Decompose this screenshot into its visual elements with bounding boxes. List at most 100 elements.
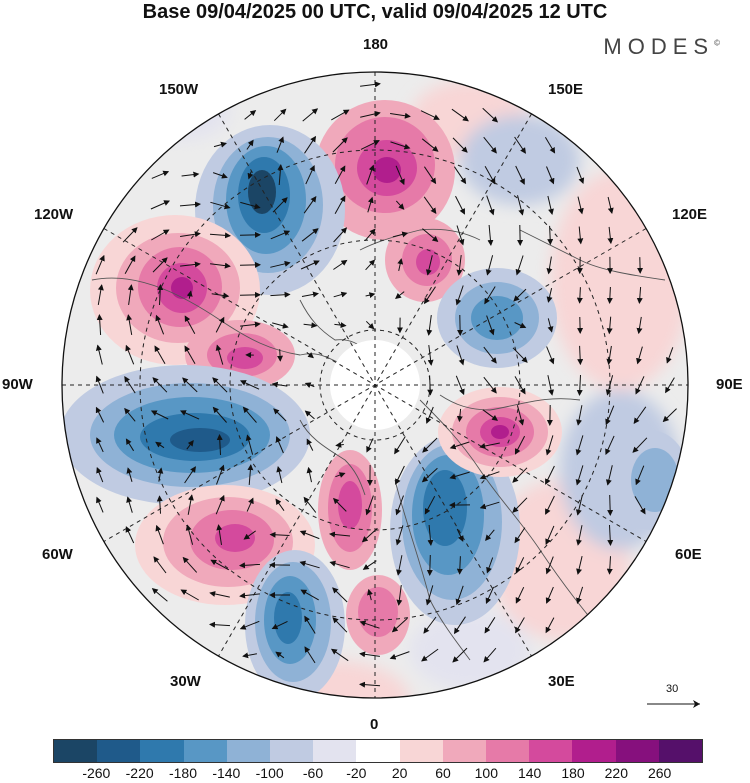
wind-vector — [95, 406, 105, 423]
wind-vector — [577, 196, 584, 215]
wind-vector — [157, 467, 164, 482]
wind-vector — [394, 436, 406, 455]
wind-vector — [425, 585, 434, 606]
wind-vector — [300, 589, 319, 601]
wind-vector — [423, 286, 436, 305]
map-disk — [62, 72, 688, 698]
wind-vector — [514, 136, 526, 154]
wind-vector — [97, 284, 104, 305]
wind-vector — [484, 166, 496, 185]
wind-vector — [547, 195, 554, 215]
wind-vector — [483, 376, 497, 394]
wind-vector — [333, 227, 348, 243]
wind-vector — [547, 318, 554, 333]
wind-vector — [126, 314, 133, 335]
wind-vector — [423, 196, 437, 215]
wind-vector — [485, 529, 495, 541]
wind-vector — [270, 230, 291, 240]
wind-vector — [362, 560, 377, 570]
wind-vector — [216, 464, 225, 485]
wind-vector — [273, 108, 287, 122]
wind-vector — [332, 497, 347, 512]
wind-vector — [515, 557, 525, 574]
wind-vector — [634, 496, 646, 515]
lon-label-30e: 30E — [548, 673, 575, 690]
colorbar-tick-label: -60 — [302, 765, 324, 781]
wind-vector — [426, 315, 433, 336]
wind-vector — [212, 377, 228, 393]
wind-vector — [365, 292, 376, 299]
colorbar-swatch — [183, 740, 227, 762]
wind-vector — [635, 376, 645, 395]
brand-logo: MODES© — [603, 34, 720, 60]
lon-label-180: 180 — [363, 36, 389, 53]
wind-vector — [479, 442, 500, 449]
wind-vector — [303, 195, 317, 214]
wind-vector — [215, 316, 225, 333]
wind-vector — [333, 291, 348, 298]
wind-vector — [453, 166, 467, 185]
wind-vector — [547, 225, 554, 246]
wind-vector — [329, 531, 351, 538]
wind-vector — [300, 260, 320, 270]
map-title: Base 09/04/2025 00 UTC, valid 09/04/2025… — [142, 1, 608, 23]
wind-vector — [366, 438, 374, 453]
wind-vector — [515, 165, 525, 185]
wind-vector — [365, 259, 376, 271]
wind-vector — [187, 494, 194, 515]
wind-vector — [215, 344, 224, 365]
wind-vector — [96, 496, 104, 513]
wind-vector — [390, 141, 411, 150]
wind-vector — [182, 556, 198, 573]
colorbar-swatch — [97, 740, 141, 762]
wind-vector — [514, 376, 526, 395]
wind-vector — [452, 647, 468, 663]
wind-vector — [606, 556, 613, 575]
wind-vector — [390, 112, 411, 119]
colorbar-tick-label: -220 — [125, 765, 154, 781]
colorbar-swatch — [529, 740, 573, 762]
wind-vector — [216, 524, 223, 545]
wind-vector — [512, 467, 528, 483]
wind-vector — [421, 138, 439, 152]
wind-vector — [365, 320, 375, 330]
map-border — [61, 71, 689, 699]
wind-vector — [210, 262, 231, 269]
colorbar-swatch — [572, 740, 616, 762]
brand-name: MODES — [603, 34, 715, 59]
wind-vector — [395, 495, 404, 516]
wind-vector — [479, 501, 500, 510]
anomaly-negative-70e — [610, 430, 688, 530]
wind-vector — [421, 467, 438, 483]
lon-label-120w: 120W — [34, 206, 74, 223]
colorbar — [53, 739, 703, 763]
wind-vector — [272, 322, 289, 329]
wind-vector — [423, 166, 437, 185]
wind-vector — [482, 409, 499, 421]
wind-vector — [239, 620, 260, 630]
wind-vector — [329, 560, 350, 569]
wind-vector — [332, 617, 348, 633]
wind-vector — [304, 646, 316, 664]
wind-vector — [271, 620, 288, 630]
wind-vector — [427, 524, 434, 546]
wind-vector — [485, 586, 495, 605]
wind-vector — [240, 201, 261, 210]
wind-vector — [306, 438, 314, 451]
wind-vector — [425, 406, 434, 424]
wind-vector — [150, 410, 169, 420]
wind-vector — [455, 285, 464, 306]
colorbar-tick-label: 180 — [561, 765, 585, 781]
wind-vector — [515, 255, 524, 276]
wind-vector — [545, 465, 555, 485]
wind-vector — [184, 345, 196, 364]
wind-vector — [179, 410, 200, 420]
wind-vector — [421, 648, 439, 662]
wind-vector — [391, 617, 408, 633]
colorbar-swatch — [442, 740, 487, 762]
wind-vector — [182, 377, 198, 393]
wind-vector — [239, 380, 260, 390]
wind-vector — [213, 141, 227, 148]
wind-vector — [122, 227, 138, 243]
wind-vector — [486, 195, 495, 216]
